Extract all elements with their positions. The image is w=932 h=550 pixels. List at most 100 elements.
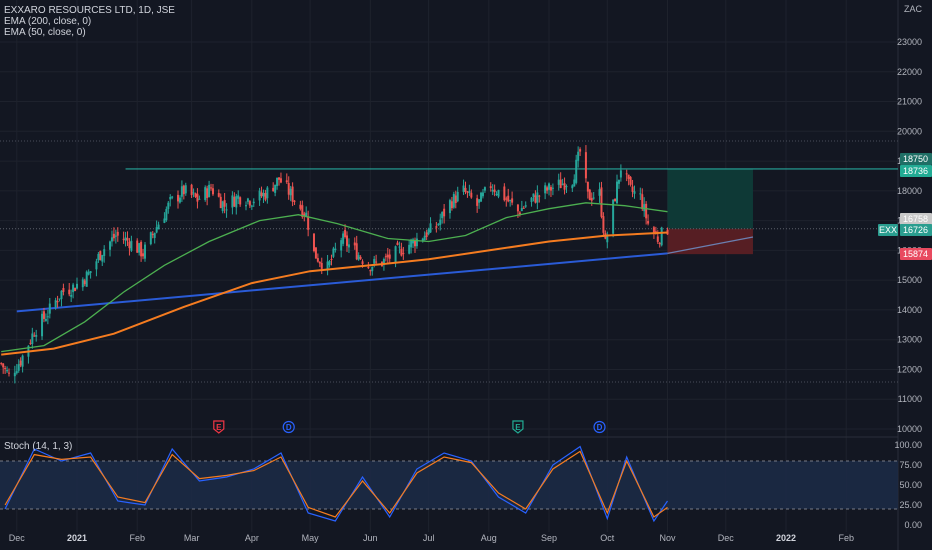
candle-body [656, 236, 659, 242]
candle-body [276, 177, 279, 187]
stoch-tick-label: 100.00 [894, 440, 922, 450]
candle-body [443, 208, 446, 217]
candle-body [116, 231, 119, 236]
event-marker-E[interactable]: E [213, 420, 225, 434]
candle-body [143, 244, 146, 259]
candle-body [6, 370, 9, 372]
candle-body [524, 205, 527, 207]
candle-body [353, 242, 356, 246]
candle-body [371, 266, 374, 272]
candle-body [400, 248, 403, 256]
candle-body [652, 227, 655, 233]
candle-body [19, 360, 22, 366]
candle-body [340, 240, 343, 251]
candle-body [301, 205, 304, 217]
stop-price-tag: 15874 [900, 248, 932, 260]
candle-body [8, 372, 11, 374]
event-marker-D[interactable]: D [593, 420, 606, 434]
dividend-icon [593, 420, 606, 434]
candle-body [206, 188, 209, 198]
candle-body [17, 364, 20, 371]
event-marker-E[interactable]: E [512, 420, 524, 434]
candle-body [0, 363, 3, 365]
candle-body [546, 187, 549, 191]
candle-body [616, 181, 619, 204]
candle-body [619, 170, 622, 178]
candle-body [382, 258, 385, 265]
candle-body [645, 203, 648, 219]
oscillator-label[interactable]: Stoch (14, 1, 3) [4, 441, 72, 452]
candle-body [373, 258, 376, 264]
time-tick-label: Oct [600, 533, 615, 543]
candle-body [260, 192, 263, 197]
time-tick-label: Dec [9, 533, 26, 543]
candle-body [140, 241, 143, 257]
stochastic-pane [0, 445, 898, 523]
candle-body [97, 253, 100, 261]
candle-body [138, 243, 141, 253]
candle-body [15, 371, 18, 374]
time-tick-label: 2022 [776, 533, 796, 543]
candle-body [231, 195, 234, 208]
event-marker-D[interactable]: D [282, 420, 295, 434]
candle-body [425, 232, 428, 238]
candle-body [530, 197, 533, 202]
legend-title[interactable]: EXXARO RESOURCES LTD, 1D, JSE [4, 5, 175, 16]
grid-lines [0, 0, 899, 550]
legend[interactable]: EXXARO RESOURCES LTD, 1D, JSE EMA (200, … [4, 5, 175, 38]
candle-body [264, 192, 267, 200]
price-tick-label: 22000 [897, 67, 922, 77]
candle-body [483, 187, 486, 191]
candle-body [641, 194, 644, 209]
candle-body [588, 189, 591, 201]
candle-body [412, 239, 415, 244]
candle-body [437, 224, 440, 226]
candle-body [415, 238, 418, 247]
candle-body [68, 289, 71, 295]
candle-body [584, 152, 587, 179]
candle-body [190, 184, 193, 196]
candle-body [577, 151, 580, 161]
candle-body [600, 187, 603, 217]
price-tick-label: 23000 [897, 37, 922, 47]
candle-body [602, 216, 605, 233]
candle-body [534, 195, 537, 203]
candle-body [410, 239, 413, 248]
candle-body [130, 240, 133, 251]
symbol-tag-text: EXX [879, 225, 897, 235]
candle-body [614, 198, 617, 202]
candle-body [303, 213, 306, 216]
candle-body [612, 199, 615, 234]
candle-body [42, 311, 45, 319]
candle-body [83, 280, 86, 285]
candle-body [252, 201, 255, 204]
resistance-price-tag-text: 18736 [903, 166, 928, 176]
candle-body [81, 279, 84, 288]
candle-body [464, 187, 467, 192]
candle-body [101, 255, 104, 262]
candle-body [54, 300, 57, 308]
candle-body [299, 204, 302, 209]
candle-body [122, 238, 125, 240]
candle-body [287, 183, 290, 195]
legend-ema200[interactable]: EMA (200, close, 0) [4, 16, 91, 27]
legend-ema50[interactable]: EMA (50, close, 0) [4, 27, 86, 38]
candle-body [169, 196, 172, 200]
candle-body [41, 313, 44, 337]
candle-body [316, 258, 319, 262]
earnings-icon [213, 420, 225, 434]
candle-body [211, 188, 214, 195]
last-price-tag-text: 16726 [903, 225, 928, 235]
earnings-icon [512, 420, 524, 434]
price-tick-label: 20000 [897, 126, 922, 136]
candle-body [507, 195, 510, 202]
candle-body [639, 193, 642, 195]
candle-body [346, 235, 349, 246]
candle-body [208, 184, 211, 198]
stoch-tick-label: 25.00 [899, 500, 922, 510]
candle-body [262, 192, 265, 197]
candle-body [33, 335, 36, 337]
